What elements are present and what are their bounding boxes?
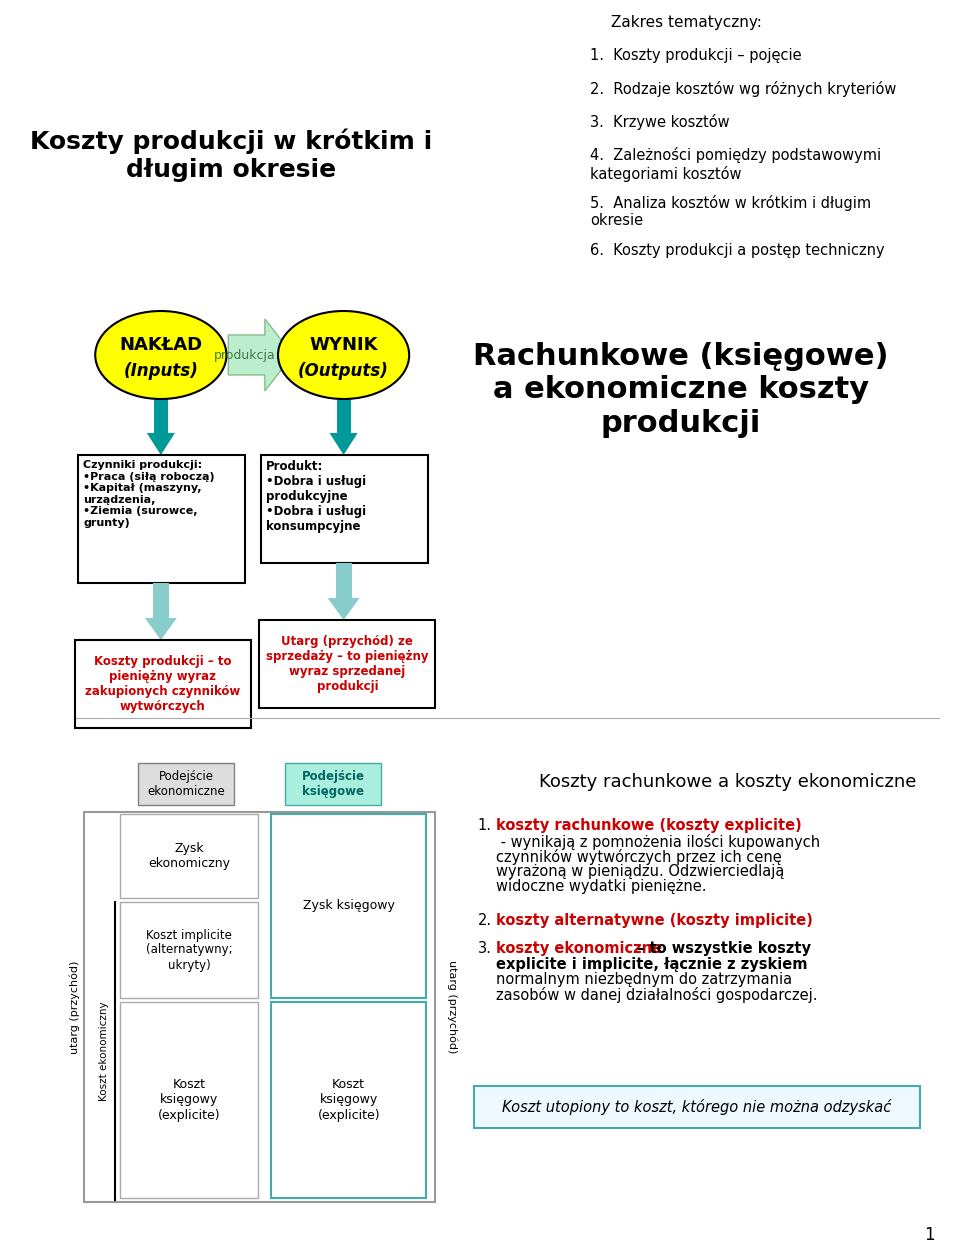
Text: Koszty produkcji w krótkim i
długim okresie: Koszty produkcji w krótkim i długim okre… — [30, 129, 432, 182]
Text: 6.  Koszty produkcji a postęp techniczny: 6. Koszty produkcji a postęp techniczny — [590, 243, 885, 258]
Text: 5.  Analiza kosztów w krótkim i długim
okresie: 5. Analiza kosztów w krótkim i długim ok… — [590, 195, 871, 228]
Text: Zysk
ekonomiczny: Zysk ekonomiczny — [148, 843, 230, 870]
Text: 3.: 3. — [477, 942, 492, 957]
Ellipse shape — [95, 310, 227, 399]
Text: Koszt
księgowy
(explicite): Koszt księgowy (explicite) — [157, 1078, 220, 1122]
FancyBboxPatch shape — [138, 762, 234, 805]
Text: 1.  Koszty produkcji – pojęcie: 1. Koszty produkcji – pojęcie — [590, 48, 802, 63]
Polygon shape — [147, 433, 175, 454]
Polygon shape — [153, 583, 169, 618]
Text: - wynikają z pomnożenia ilości kupowanych: - wynikają z pomnożenia ilości kupowanyc… — [496, 834, 821, 850]
Text: 1.: 1. — [477, 818, 492, 833]
Text: koszty ekonomiczne: koszty ekonomiczne — [496, 942, 662, 957]
Text: normalnym niezbędnym do zatrzymania: normalnym niezbędnym do zatrzymania — [496, 972, 792, 987]
FancyBboxPatch shape — [259, 620, 436, 707]
Text: NAKŁAD: NAKŁAD — [119, 336, 203, 354]
Text: widoczne wydatki pieniężne.: widoczne wydatki pieniężne. — [496, 879, 707, 894]
Text: Podejście
ekonomiczne: Podejście ekonomiczne — [147, 770, 225, 798]
Text: produkcja: produkcja — [214, 348, 276, 362]
FancyBboxPatch shape — [272, 814, 426, 998]
Text: 4.  Zależności pomiędzy podstawowymi
kategoriami kosztów: 4. Zależności pomiędzy podstawowymi kate… — [590, 146, 881, 182]
Text: 3.  Krzywe kosztów: 3. Krzywe kosztów — [590, 114, 730, 130]
FancyBboxPatch shape — [261, 454, 428, 563]
Text: Koszt
księgowy
(explicite): Koszt księgowy (explicite) — [318, 1078, 380, 1122]
Text: Koszty rachunkowe a koszty ekonomiczne: Koszty rachunkowe a koszty ekonomiczne — [540, 772, 917, 791]
FancyBboxPatch shape — [474, 1085, 920, 1128]
Text: WYNIK: WYNIK — [309, 336, 378, 354]
Text: Zakres tematyczny:: Zakres tematyczny: — [611, 15, 761, 30]
Polygon shape — [337, 399, 350, 433]
Text: czynników wytwórczych przez ich cenę: czynników wytwórczych przez ich cenę — [496, 849, 782, 865]
Polygon shape — [329, 433, 358, 454]
Text: Koszty produkcji – to
pieniężny wyraz
zakupionych czynników
wytwórczych: Koszty produkcji – to pieniężny wyraz za… — [85, 655, 240, 712]
FancyBboxPatch shape — [120, 814, 258, 898]
FancyBboxPatch shape — [75, 640, 251, 727]
Polygon shape — [327, 598, 359, 620]
Text: explicite i implicite, łącznie z zyskiem: explicite i implicite, łącznie z zyskiem — [496, 957, 808, 972]
Text: Produkt:
•Dobra i usługi
produkcyjne
•Dobra i usługi
konsumpcyjne: Produkt: •Dobra i usługi produkcyjne •Do… — [266, 459, 366, 533]
FancyBboxPatch shape — [79, 454, 245, 583]
Text: utarg (przychód): utarg (przychód) — [69, 960, 80, 1054]
Polygon shape — [154, 399, 168, 433]
FancyBboxPatch shape — [84, 813, 436, 1202]
Text: Koszt ekonomiczny: Koszt ekonomiczny — [99, 1002, 108, 1101]
Text: koszty rachunkowe (koszty explicite): koszty rachunkowe (koszty explicite) — [496, 818, 803, 833]
Text: (Inputs): (Inputs) — [124, 362, 199, 381]
Text: Koszt utopiony to koszt, którego nie można odzyskać: Koszt utopiony to koszt, którego nie moż… — [502, 1099, 892, 1116]
FancyBboxPatch shape — [120, 1002, 258, 1198]
Text: 1: 1 — [924, 1226, 935, 1244]
Text: Koszt implicite
(alternatywny;
ukryty): Koszt implicite (alternatywny; ukryty) — [146, 929, 232, 972]
FancyBboxPatch shape — [272, 1002, 426, 1198]
Polygon shape — [145, 618, 177, 640]
Text: 2.: 2. — [477, 913, 492, 928]
Text: 2.  Rodzaje kosztów wg różnych kryteriów: 2. Rodzaje kosztów wg różnych kryteriów — [590, 81, 897, 96]
Text: Podejście
księgowe: Podejście księgowe — [301, 770, 365, 798]
Text: utarg (przychód): utarg (przychód) — [447, 960, 458, 1054]
FancyBboxPatch shape — [285, 762, 381, 805]
Text: – to wszystkie koszty: – to wszystkie koszty — [633, 942, 811, 957]
Polygon shape — [336, 563, 351, 598]
Text: (Outputs): (Outputs) — [299, 362, 389, 381]
Text: Utarg (przychód) ze
sprzedaży – to pieniężny
wyraz sprzedanej
produkcji: Utarg (przychód) ze sprzedaży – to pieni… — [266, 635, 428, 694]
Text: Czynniki produkcji:
•Praca (siłą roboczą)
•Kapitał (maszyny,
urządzenia,
•Ziemia: Czynniki produkcji: •Praca (siłą roboczą… — [84, 459, 215, 528]
FancyBboxPatch shape — [120, 901, 258, 998]
Ellipse shape — [278, 310, 409, 399]
Text: wyrażoną w pieniądzu. Odzwierciedlają: wyrażoną w pieniądzu. Odzwierciedlają — [496, 864, 784, 879]
Text: Zysk księgowy: Zysk księgowy — [302, 899, 395, 913]
Text: Rachunkowe (księgowe)
a ekonomiczne koszty
produkcji: Rachunkowe (księgowe) a ekonomiczne kosz… — [473, 342, 889, 438]
Text: zasobów w danej działalności gospodarczej.: zasobów w danej działalności gospodarcze… — [496, 987, 818, 1003]
Text: koszty alternatywne (koszty implicite): koszty alternatywne (koszty implicite) — [496, 913, 813, 928]
Polygon shape — [228, 319, 293, 391]
